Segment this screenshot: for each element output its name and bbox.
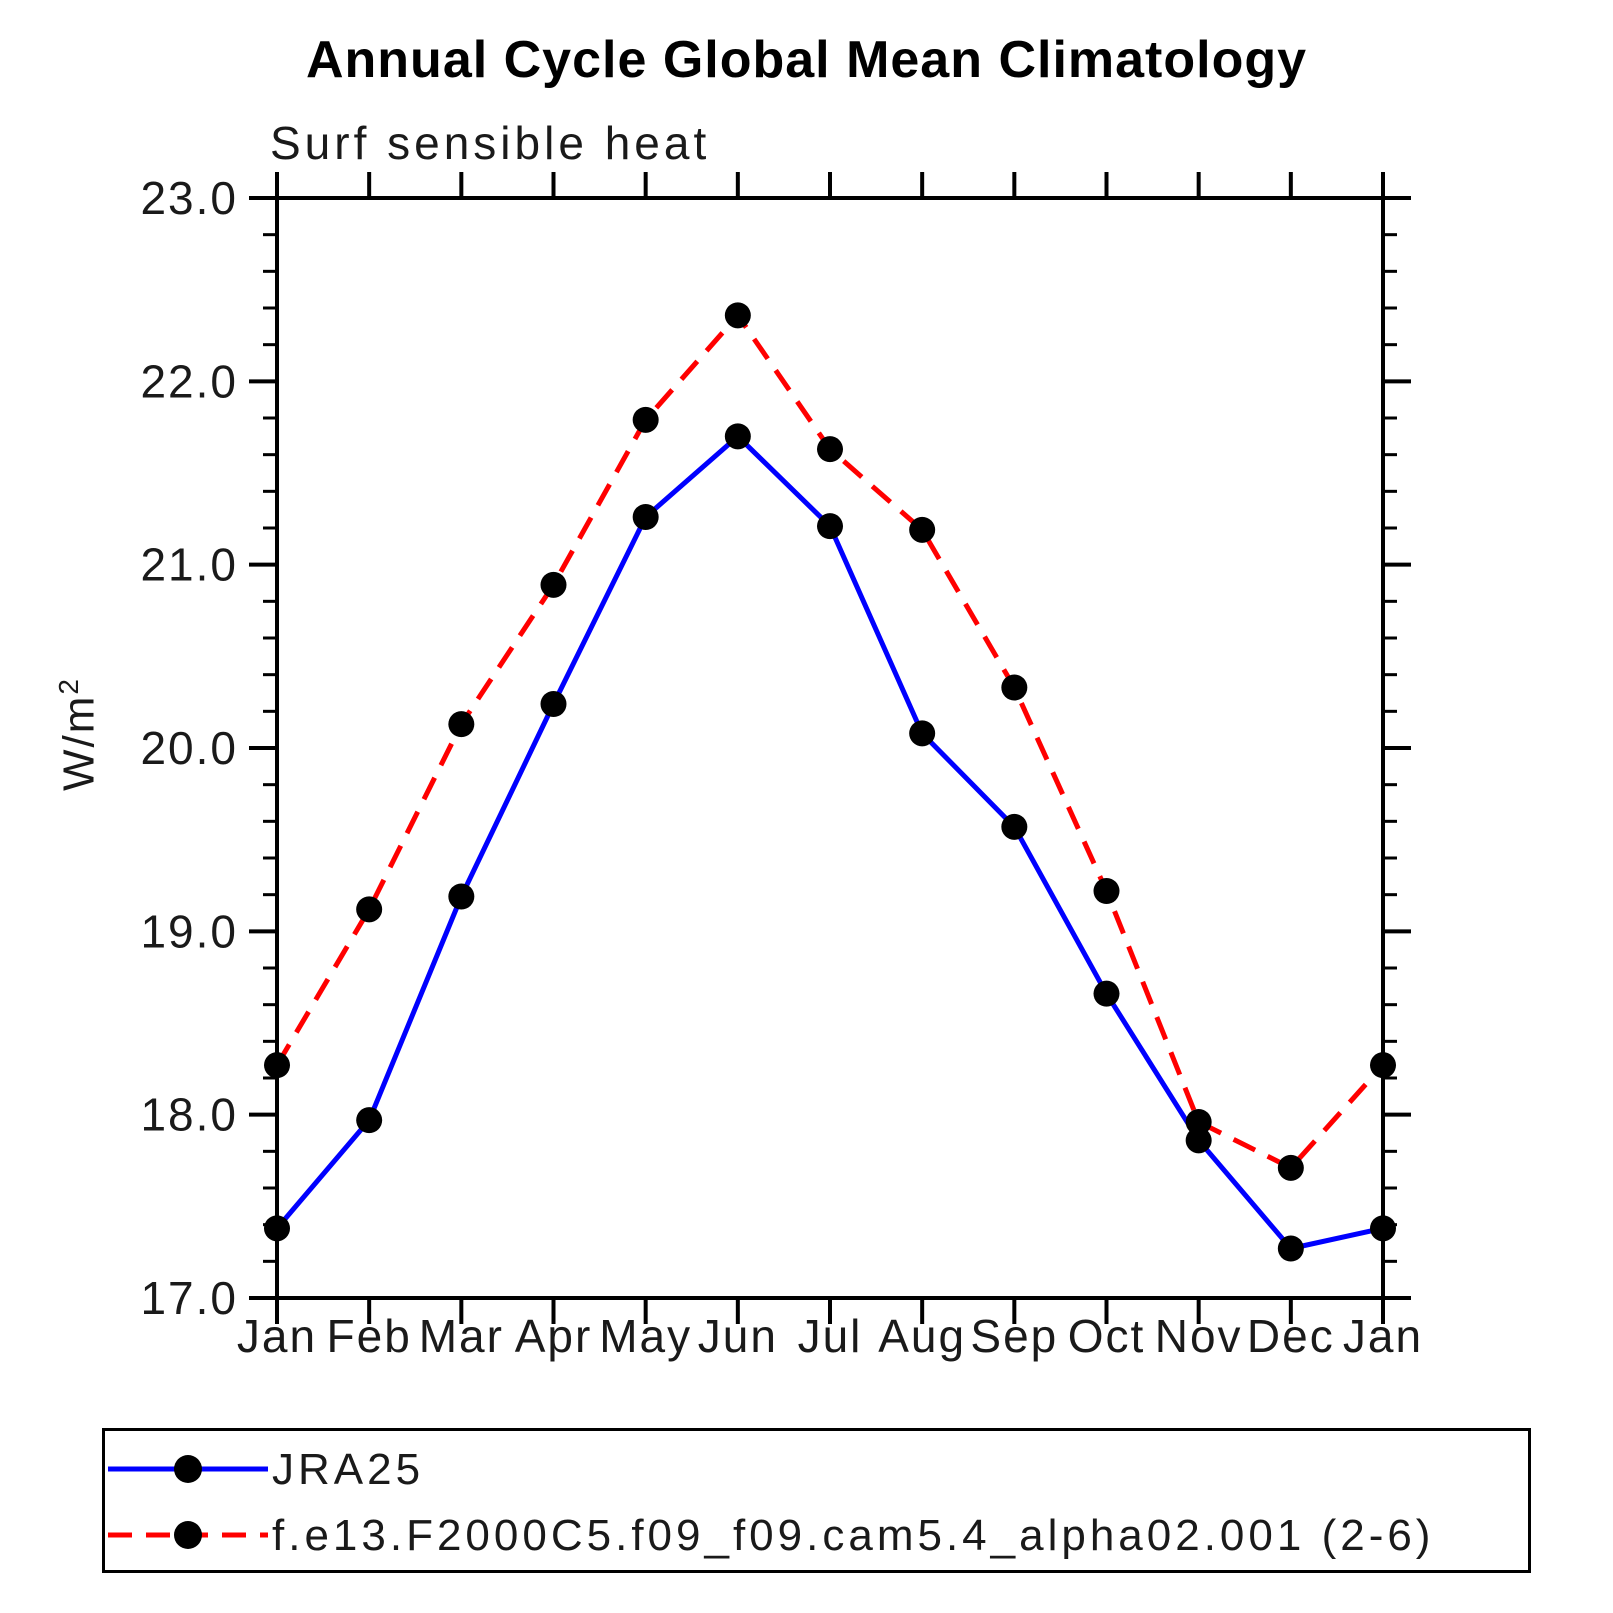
data-point-jra25-Nov (1185, 1127, 1212, 1154)
data-point-model-Feb (356, 896, 383, 923)
data-point-model-Sep (1001, 674, 1028, 701)
data-point-jra25-Apr (540, 691, 567, 717)
data-point-model-May (632, 406, 659, 433)
data-point-jra25-Mar (448, 883, 475, 910)
y-tick-label: 17.0 (140, 1272, 238, 1324)
legend (102, 1428, 1531, 1573)
x-tick-label: Mar (419, 1310, 504, 1362)
data-point-model-Oct (1093, 878, 1120, 904)
data-point-model-Jun (724, 302, 751, 329)
y-tick-label: 21.0 (140, 539, 238, 591)
data-point-jra25-May (632, 504, 659, 530)
data-point-model-Jan (1370, 1052, 1396, 1079)
data-point-jra25-Oct (1093, 980, 1120, 1007)
data-point-jra25-Jan (264, 1215, 290, 1242)
x-tick-label: Jun (698, 1310, 778, 1362)
legend-marker-dot (174, 1521, 202, 1549)
series-line-jra25 (275, 433, 1384, 1251)
legend-sample-model (108, 1521, 268, 1549)
y-tick-label: 18.0 (140, 1089, 238, 1141)
data-point-jra25-Jan (1370, 1215, 1396, 1242)
y-tick-label: 22.0 (140, 355, 238, 407)
x-tick-label: Apr (515, 1310, 593, 1362)
legend-marker-dot (174, 1455, 202, 1483)
data-point-model-Jul (817, 436, 843, 463)
x-tick-label: Dec (1247, 1310, 1335, 1362)
x-tick-label: Jan (237, 1310, 317, 1362)
plot-frame (275, 196, 1385, 1300)
x-tick-label: Aug (878, 1310, 966, 1362)
data-point-model-Mar (448, 711, 475, 738)
y-tick-label: 19.0 (140, 905, 238, 957)
chart-subtitle: Surf sensible heat (270, 117, 711, 169)
data-point-model-Nov (1185, 1109, 1212, 1135)
x-tick-label: Jul (798, 1310, 863, 1362)
x-tick-label: Nov (1155, 1310, 1243, 1362)
data-point-model-Dec (1277, 1154, 1304, 1181)
x-tick-label: Feb (327, 1310, 412, 1362)
data-point-model-Apr (540, 571, 567, 598)
legend-label-model: f.e13.F2000C5.f09_f09.cam5.4_alpha02.001… (272, 1511, 1435, 1560)
x-tick-label: Jan (1343, 1310, 1423, 1362)
data-point-model-Jan (264, 1052, 290, 1079)
y-tick-label: 20.0 (140, 722, 238, 774)
data-point-jra25-Aug (909, 720, 936, 747)
data-point-jra25-Jul (817, 513, 843, 540)
legend-label-jra25: JRA25 (272, 1445, 425, 1494)
data-point-jra25-Jun (724, 423, 751, 450)
y-tick-label: 23.0 (140, 172, 238, 224)
data-point-jra25-Feb (356, 1107, 383, 1134)
x-tick-label: May (599, 1310, 692, 1362)
legend-sample-jra25 (108, 1455, 268, 1483)
x-tick-label: Sep (970, 1310, 1058, 1362)
data-point-jra25-Sep (1001, 813, 1028, 840)
x-tick-label: Oct (1068, 1310, 1146, 1362)
chart-title: Annual Cycle Global Mean Climatology (305, 31, 1308, 89)
data-point-jra25-Dec (1277, 1235, 1304, 1262)
data-point-model-Aug (909, 516, 936, 543)
